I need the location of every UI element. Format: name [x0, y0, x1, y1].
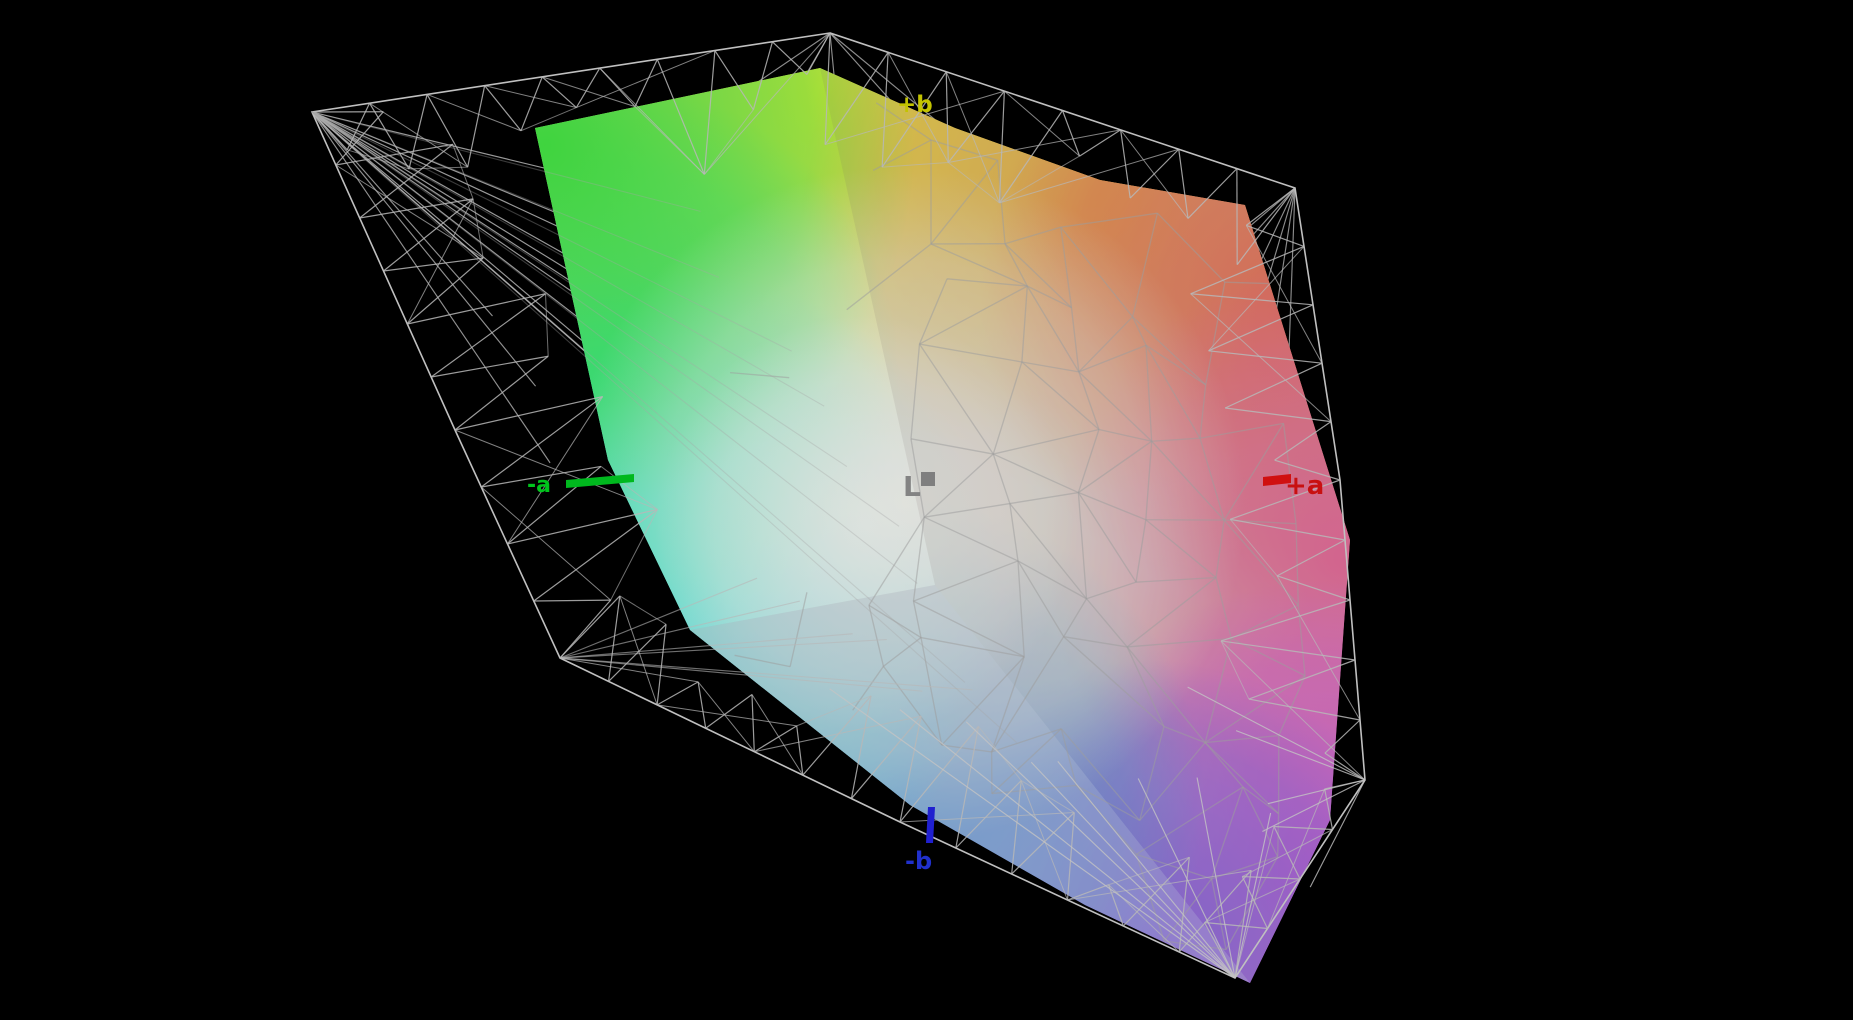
axis-label-plus-b: +b: [897, 92, 933, 118]
axis-label-plus-a: +a: [1285, 471, 1324, 501]
plus-a-axis-bar: [1263, 474, 1291, 486]
axis-label-lightness: L: [903, 470, 921, 503]
gamut-solid-mesh: [730, 102, 1306, 951]
axis-label-minus-b: -b: [905, 847, 932, 875]
wireframe-gamut: [310, 32, 1366, 980]
axis-markers: +b -a +a -b L: [527, 92, 1324, 875]
axis-label-minus-a: -a: [527, 473, 551, 498]
minus-a-axis-bar: [566, 474, 634, 488]
lightness-axis-square: [921, 472, 935, 486]
minus-b-axis-bar: [926, 807, 935, 843]
